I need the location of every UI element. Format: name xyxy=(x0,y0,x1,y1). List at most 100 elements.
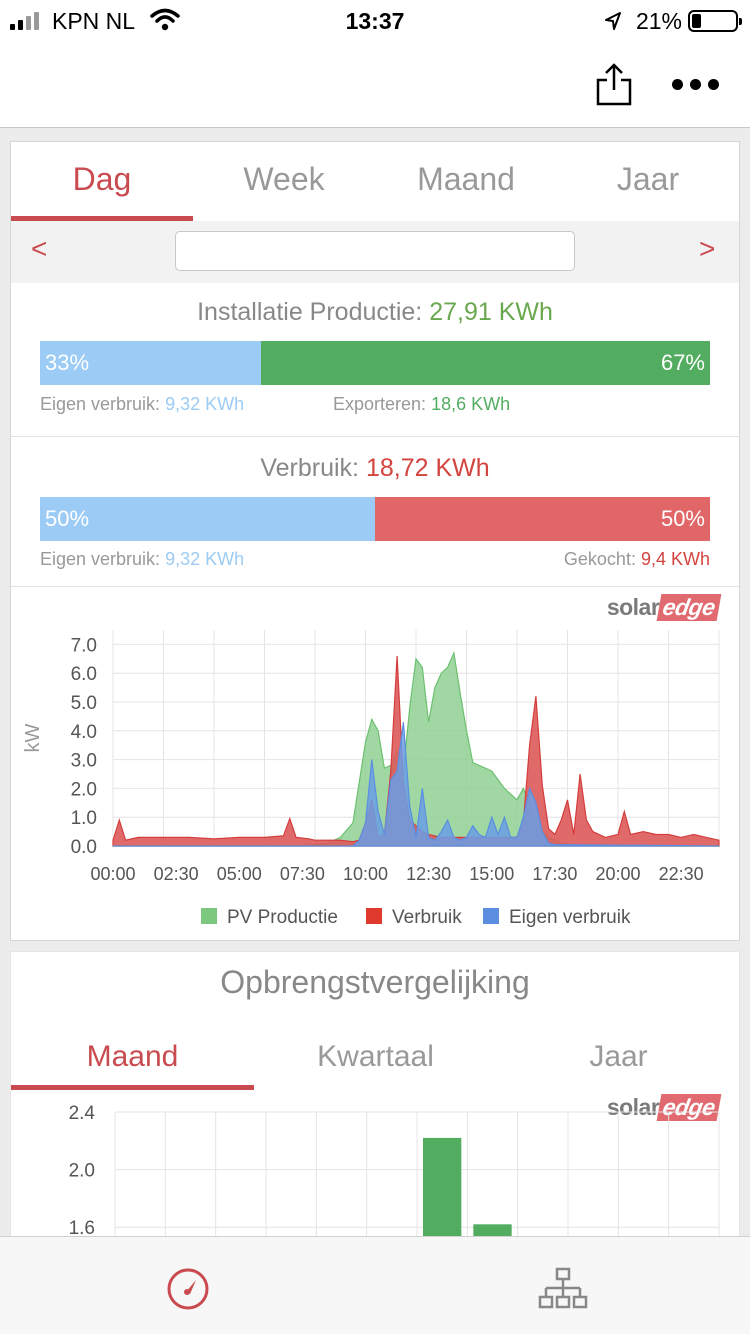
x-tick-label: 17:30 xyxy=(532,864,577,884)
x-tick-label: 02:30 xyxy=(154,864,199,884)
caption-text: Gekocht: xyxy=(563,549,636,569)
active-tab-indicator xyxy=(11,216,193,221)
consumption-split-bar: 50% 50% xyxy=(40,497,710,541)
date-navigator: < > xyxy=(11,221,739,283)
tab-label: Maand xyxy=(417,161,515,197)
logo-part: solar xyxy=(606,594,660,620)
x-tick-label: 00:00 xyxy=(90,864,135,884)
series-area xyxy=(112,655,720,847)
battery-icon xyxy=(688,10,742,32)
consumption-title: Verbruik: 18,72 KWh xyxy=(11,454,739,483)
tab-label: Maand xyxy=(86,1040,179,1073)
y-tick-label: 5.0 xyxy=(71,693,97,714)
production-split-bar: 33% 67% xyxy=(40,341,710,385)
more-options-icon[interactable] xyxy=(672,74,722,94)
caption-text: Eigen verbruik: xyxy=(40,549,161,569)
self-use-percent: 50% xyxy=(45,506,90,531)
y-tick-label: 0.0 xyxy=(71,837,97,858)
export-percent: 67% xyxy=(660,350,705,375)
tab-maand[interactable]: Maand xyxy=(375,142,557,221)
x-tick-label: 22:30 xyxy=(659,864,704,884)
tab-label: Jaar xyxy=(589,1040,648,1073)
consumption-label: Verbruik: xyxy=(260,454,360,482)
divider xyxy=(11,436,739,437)
production-export-caption: Exporteren: 18,6 KWh xyxy=(333,394,510,415)
solaredge-logo: solaredge xyxy=(606,594,722,621)
comparison-title: Opbrengstvergelijking xyxy=(220,964,530,1000)
bottom-tab-bar xyxy=(0,1236,750,1334)
share-icon[interactable] xyxy=(594,62,634,106)
legend-label: Verbruik xyxy=(392,907,462,928)
tab-label: Dag xyxy=(72,161,132,197)
tab-kwartaal[interactable]: Kwartaal xyxy=(254,1020,497,1099)
y-tick-label: 2.0 xyxy=(69,1161,95,1182)
divider xyxy=(11,586,739,587)
self-use-percent: 33% xyxy=(45,350,90,375)
tab-week[interactable]: Week xyxy=(193,142,375,221)
y-tick-label: 3.0 xyxy=(71,751,97,772)
self-use-segment: 33% xyxy=(40,341,262,385)
caption-text: Eigen verbruik: xyxy=(40,394,161,414)
navigation-bar xyxy=(0,42,750,128)
y-tick-label: 7.0 xyxy=(71,635,97,656)
status-bar: KPN NL 13:37 21% xyxy=(0,0,750,42)
wifi-icon xyxy=(150,8,180,31)
yield-comparison-card: Opbrengstvergelijking Maand Kwartaal Jaa… xyxy=(10,951,740,1251)
caption-value: 9,4 KWh xyxy=(640,549,710,569)
x-tick-label: 10:00 xyxy=(343,864,388,884)
legend-swatch xyxy=(201,908,217,924)
caption-value: 18,6 KWh xyxy=(431,394,511,414)
cellular-signal-icon xyxy=(10,12,48,30)
x-tick-label: 20:00 xyxy=(595,864,640,884)
tab-dag[interactable]: Dag xyxy=(11,142,193,221)
sitemap-icon[interactable] xyxy=(538,1267,588,1311)
logo-part: solar xyxy=(606,1094,660,1120)
y-tick-label: 4.0 xyxy=(71,722,97,743)
legend-swatch xyxy=(366,908,382,924)
consumption-self-use-caption: Eigen verbruik: 9,32 KWh xyxy=(40,549,244,570)
next-date-button[interactable]: > xyxy=(699,233,716,264)
dashboard-icon[interactable] xyxy=(166,1267,210,1311)
power-day-chart: 0.0 1.0 2.0 3.0 4.0 5.0 6.0 7.0 00:00 02:30 05:00 0… xyxy=(22,630,720,928)
series-area xyxy=(113,722,720,847)
tab-label: Week xyxy=(243,161,325,197)
month-bar xyxy=(423,1137,462,1250)
tab-maand[interactable]: Maand xyxy=(11,1020,254,1099)
caption-value: 9,32 KWh xyxy=(165,394,245,414)
tab-jaar[interactable]: Jaar xyxy=(497,1020,739,1099)
y-tick-label: 2.0 xyxy=(71,779,97,800)
y-tick-label: 2.4 xyxy=(69,1103,96,1124)
export-segment: 67% xyxy=(261,341,710,385)
self-use-segment: 50% xyxy=(40,497,375,541)
bought-percent: 50% xyxy=(660,506,705,531)
caption-text: Exporteren: xyxy=(333,394,427,414)
battery-percent: 21% xyxy=(635,8,682,34)
production-label: Installatie Productie: xyxy=(197,298,423,326)
x-tick-label: 12:30 xyxy=(406,864,451,884)
y-tick-label: 1.6 xyxy=(69,1218,95,1239)
period-tabs: Dag Week Maand Jaar xyxy=(11,142,739,221)
x-tick-label: 15:00 xyxy=(469,864,514,884)
x-tick-label: 07:30 xyxy=(280,864,325,884)
y-axis-label: kW xyxy=(22,723,44,752)
energy-overview-card: Dag Week Maand Jaar < > Installatie Prod… xyxy=(10,141,740,941)
bought-segment: 50% xyxy=(375,497,710,541)
legend-swatch xyxy=(483,908,499,924)
production-value: 27,91 KWh xyxy=(429,298,553,326)
production-self-use-caption: Eigen verbruik: 9,32 KWh xyxy=(40,394,244,415)
clock: 13:37 xyxy=(345,8,405,34)
production-title: Installatie Productie: 27,91 KWh xyxy=(11,298,739,327)
location-arrow-icon xyxy=(605,12,621,30)
tab-jaar[interactable]: Jaar xyxy=(557,142,739,221)
legend-label: PV Productie xyxy=(227,907,338,928)
date-field[interactable] xyxy=(175,231,575,271)
consumption-value: 18,72 KWh xyxy=(365,454,490,482)
legend-label: Eigen verbruik xyxy=(509,907,631,928)
previous-date-button[interactable]: < xyxy=(31,233,48,264)
y-tick-label: 1.0 xyxy=(71,808,97,829)
solaredge-logo: solaredge xyxy=(606,1094,722,1121)
y-tick-label: 6.0 xyxy=(71,664,97,685)
tab-label: Jaar xyxy=(616,161,680,197)
active-tab-indicator xyxy=(11,1085,254,1090)
tab-label: Kwartaal xyxy=(317,1040,434,1073)
